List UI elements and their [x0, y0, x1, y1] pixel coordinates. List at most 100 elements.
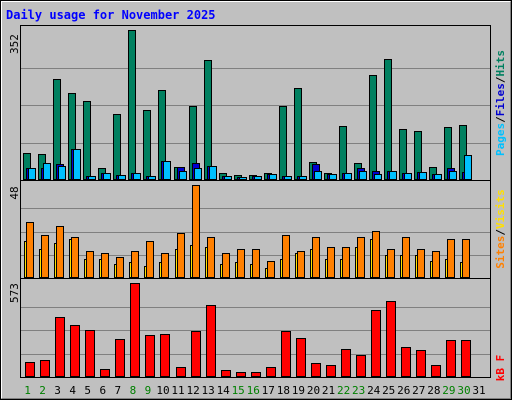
- bar-pages-day-7: [118, 175, 126, 180]
- bar-sites-day-22: [342, 247, 350, 278]
- day-label-2: 2: [39, 384, 46, 397]
- day-label-6: 6: [99, 384, 106, 397]
- bar-kb-f-day-28: [431, 365, 441, 377]
- bar-kb-f-day-18: [281, 331, 291, 377]
- bar-hits-day-26: [399, 129, 407, 180]
- bar-kb-f-day-26: [401, 347, 411, 377]
- bar-kb-f-day-24: [371, 310, 381, 377]
- bar-sites-day-30: [462, 239, 470, 278]
- bar-hits-day-22: [339, 126, 347, 180]
- bar-pages-day-22: [344, 173, 352, 180]
- bar-sites-day-17: [267, 261, 275, 278]
- legend-kb-space: [494, 361, 507, 368]
- bar-pages-day-10: [163, 161, 171, 180]
- bar-pages-day-28: [434, 174, 442, 180]
- bar-pages-day-6: [103, 173, 111, 180]
- day-label-18: 18: [277, 384, 290, 397]
- bar-sites-day-1: [26, 222, 34, 278]
- day-label-10: 10: [156, 384, 169, 397]
- day-label-5: 5: [84, 384, 91, 397]
- day-label-21: 21: [322, 384, 335, 397]
- bar-sites-day-20: [312, 237, 320, 278]
- bar-sites-day-24: [372, 231, 380, 278]
- bar-kb-f-day-12: [191, 331, 201, 377]
- bar-kb-f-day-2: [40, 360, 50, 377]
- day-label-29: 29: [442, 384, 455, 397]
- bar-kb-f-day-21: [326, 365, 336, 377]
- bar-sites-day-28: [432, 251, 440, 278]
- bar-sites-day-7: [116, 257, 124, 278]
- bar-kb-f-day-15: [236, 372, 246, 377]
- day-label-9: 9: [145, 384, 152, 397]
- legend-pages: Pages: [494, 123, 507, 156]
- bar-kb-f-day-1: [25, 362, 35, 377]
- bar-pages-day-19: [299, 176, 307, 180]
- bar-kb-f-day-14: [221, 370, 231, 377]
- bar-kb-f-day-23: [356, 355, 366, 377]
- day-label-15: 15: [232, 384, 245, 397]
- day-label-8: 8: [130, 384, 137, 397]
- day-label-17: 17: [262, 384, 275, 397]
- bar-sites-day-23: [357, 237, 365, 278]
- day-label-25: 25: [382, 384, 395, 397]
- bar-sites-day-15: [237, 249, 245, 278]
- bar-kb-f-day-22: [341, 349, 351, 377]
- bar-kb-f-day-8: [130, 283, 140, 377]
- bar-kb-f-day-5: [85, 330, 95, 377]
- bar-pages-day-4: [73, 149, 81, 180]
- bar-kb-f-day-25: [386, 301, 396, 377]
- hits-side-legend: Pages/Files/Hits: [494, 50, 507, 156]
- bar-hits-day-19: [294, 88, 302, 180]
- bar-pages-day-23: [359, 171, 367, 180]
- bar-pages-day-13: [209, 166, 217, 180]
- bar-sites-day-18: [282, 235, 290, 278]
- bar-sites-day-8: [131, 251, 139, 278]
- legend-sites: Sites: [494, 236, 507, 269]
- day-label-24: 24: [367, 384, 381, 397]
- bar-kb-f-day-4: [70, 325, 80, 377]
- day-label-16: 16: [247, 384, 260, 397]
- bar-hits-day-24: [369, 75, 377, 180]
- kbytes-ymax-label: 573: [8, 283, 21, 303]
- hits-ymax-label: 352: [8, 34, 21, 54]
- bar-kb-f-day-27: [416, 350, 426, 377]
- bar-hits-day-18: [279, 106, 287, 180]
- bar-pages-day-25: [389, 171, 397, 180]
- day-label-23: 23: [352, 384, 365, 397]
- bar-sites-day-12: [192, 185, 200, 278]
- legend-files: Files: [494, 83, 507, 116]
- bar-pages-day-26: [404, 173, 412, 180]
- bar-hits-day-25: [384, 59, 392, 180]
- kbytes-side-legend: kB F: [494, 355, 507, 382]
- bar-kb-f-day-11: [176, 367, 186, 377]
- bevel-dark: [1, 1, 511, 399]
- bar-kb-f-day-19: [296, 338, 306, 377]
- day-label-26: 26: [397, 384, 410, 397]
- bar-sites-day-13: [207, 237, 215, 278]
- bar-kb-f-day-7: [115, 339, 125, 377]
- bar-sites-day-29: [447, 239, 455, 278]
- legend-sep-3: /: [494, 229, 507, 236]
- bar-hits-day-9: [143, 110, 151, 180]
- bar-hits-day-8: [128, 30, 136, 180]
- bar-sites-day-10: [161, 253, 169, 278]
- day-label-7: 7: [114, 384, 121, 397]
- bar-kb-f-day-3: [55, 317, 65, 377]
- bar-sites-day-4: [71, 237, 79, 278]
- day-label-4: 4: [69, 384, 76, 397]
- day-label-30: 30: [457, 384, 470, 397]
- bar-sites-day-5: [86, 251, 94, 278]
- bar-pages-day-8: [133, 173, 141, 180]
- day-label-28: 28: [427, 384, 440, 397]
- visits-ymax-label: 48: [8, 186, 21, 199]
- day-label-13: 13: [201, 384, 214, 397]
- bar-sites-day-16: [252, 249, 260, 278]
- bevel-light: [1, 1, 511, 399]
- bars-layer: [23, 30, 472, 377]
- bar-kb-f-day-17: [266, 367, 276, 377]
- visits-side-legend: Sites/Visits: [494, 189, 507, 269]
- hits-panel: [20, 25, 491, 181]
- kbytes-panel: [20, 278, 491, 378]
